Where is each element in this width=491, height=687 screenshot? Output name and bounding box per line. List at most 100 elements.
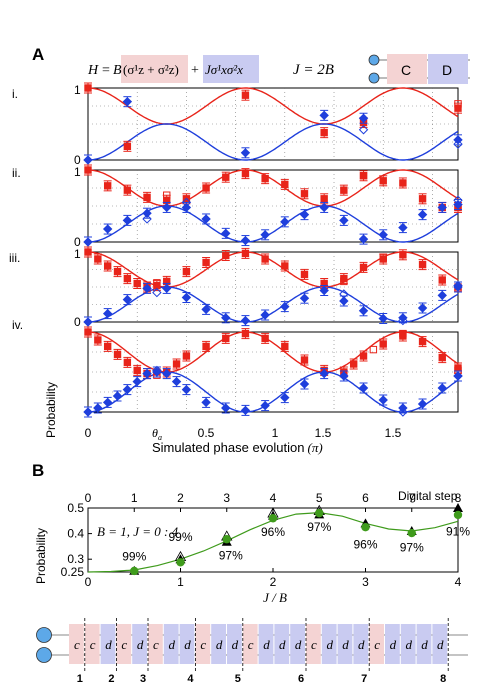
gate-letter: c [74, 637, 80, 652]
theory-red-curve [88, 87, 459, 125]
d-term-box [203, 55, 259, 83]
theory-blue-curve [88, 286, 459, 323]
red-filled-point [103, 182, 112, 190]
hamiltonian-term-c: (σ¹z + σ²z) [123, 62, 179, 77]
b-top-xtick: 0 [85, 491, 92, 505]
gate-box-d [416, 624, 432, 664]
gate-box-d [432, 624, 448, 664]
b-xtick: 0 [85, 575, 92, 589]
blue-filled-point [240, 148, 251, 158]
red-filled-point [281, 342, 289, 351]
blue-filled-point [417, 209, 428, 220]
panel-b-ylabel: Probability [34, 528, 48, 584]
red-filled-point [113, 267, 122, 276]
xtick-0.5: 0.5 [198, 426, 215, 440]
blue-filled-point [358, 234, 369, 244]
fidelity-label: 99% [122, 549, 146, 563]
red-filled-point [379, 177, 387, 185]
gate-letter: c [90, 637, 96, 652]
b-green-circle [222, 535, 231, 544]
fidelity-label: 97% [400, 541, 424, 555]
red-filled-point [84, 248, 92, 256]
red-filled-point [133, 279, 141, 288]
step-number: 6 [298, 673, 304, 685]
gate-box-c [116, 624, 132, 664]
blue-open-point [453, 139, 463, 149]
blue-filled-point [319, 285, 329, 296]
red-filled-point [300, 190, 309, 198]
step-number: 1 [77, 673, 83, 685]
row-label-iv: iv. [12, 318, 23, 332]
gate-box-d [132, 624, 147, 664]
gate-letter: d [421, 637, 428, 652]
red-filled-point [349, 360, 358, 368]
red-filled-point [241, 329, 250, 338]
red-filled-point [241, 91, 250, 99]
red-filled-point [418, 260, 427, 269]
fidelity-label: 97% [307, 520, 331, 534]
gate-letter: d [263, 637, 270, 652]
b-green-circle [268, 514, 278, 523]
red-filled-point [222, 334, 230, 343]
gate-box-d [227, 624, 242, 664]
blue-filled-point [358, 113, 369, 123]
blue-filled-point [260, 400, 270, 411]
blue-filled-point [417, 303, 428, 313]
blue-open-point [339, 289, 349, 299]
b-top-xtick: 4 [270, 491, 277, 505]
legend-c-label: C [401, 62, 411, 78]
b-green-circle [453, 510, 463, 520]
blue-filled-point [378, 230, 388, 240]
fidelity-label: 96% [353, 537, 377, 551]
blue-filled-point [93, 403, 103, 413]
blue-filled-point [171, 376, 182, 387]
gate-letter: c [311, 637, 317, 652]
blue-filled-point [201, 397, 211, 408]
red-filled-point [103, 262, 112, 270]
red-filled-point [202, 184, 210, 192]
blue-filled-point [417, 399, 428, 409]
gate-letter: d [137, 637, 144, 652]
red-filled-point [182, 352, 191, 360]
gate-letter: d [105, 637, 112, 652]
fidelity-label: 96% [261, 525, 285, 539]
gate-letter: d [168, 637, 175, 652]
red-filled-point [418, 337, 427, 346]
subplot-4 [83, 326, 463, 418]
blue-filled-point [201, 214, 211, 224]
blue-filled-point [319, 202, 329, 213]
red-open-point [399, 329, 407, 338]
gate-letter: d [326, 637, 333, 652]
blue-filled-point [102, 224, 113, 234]
blue-filled-point [437, 202, 447, 213]
relation-label: J = 2B [293, 62, 334, 78]
panel-b-plot: 0 1 2 3 40.250.30.40.50 1 2 3 4 5 6 7 899%99%97%96% 9… [61, 491, 471, 589]
b-top-xtick: 3 [223, 491, 230, 505]
gate-sequence: c c d c d c d d c d d c d d d c d d d c d d d d1 2 3 4 5 6 7 8 [36, 618, 468, 685]
gate-letter: d [279, 637, 286, 652]
red-filled-point [123, 274, 132, 283]
blue-filled-point [280, 301, 290, 312]
gate-box-d [321, 624, 337, 664]
red-filled-point [379, 340, 387, 348]
blue-filled-point [122, 294, 133, 305]
theory-blue-curve [88, 123, 459, 161]
b-ytick: 0.5 [67, 501, 84, 515]
theta-symbol: θ [152, 426, 158, 440]
xtick-1.5a: 1.5 [315, 426, 332, 440]
gate-box-d [400, 624, 416, 664]
row-label-iii: iii. [9, 251, 20, 265]
blue-filled-point [339, 296, 349, 306]
gate-box-d [290, 624, 305, 664]
red-open-point [153, 279, 161, 287]
theta-subscript: a [158, 433, 162, 442]
red-open-point [454, 100, 462, 108]
xtick-0: 0 [85, 426, 92, 440]
gate-box-d [211, 624, 226, 664]
step-number: 8 [440, 673, 446, 685]
red-open-point [359, 172, 368, 180]
qubit-1-icon [368, 54, 380, 66]
red-filled-point [103, 342, 112, 351]
red-filled-point [123, 358, 132, 367]
gate-box-c [148, 624, 163, 664]
